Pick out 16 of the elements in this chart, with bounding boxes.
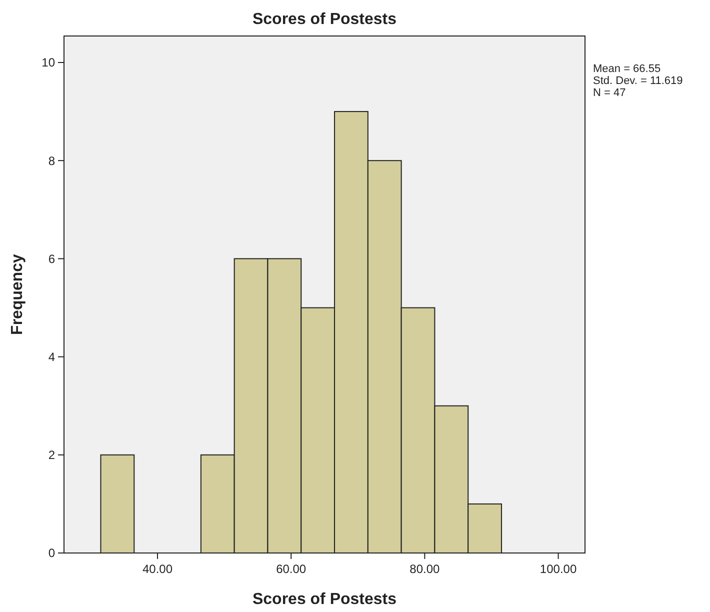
text: Std. Dev. = 11.619 [593, 75, 683, 87]
y-tick-label: 0 [48, 546, 56, 560]
y-tick-label: 10 [42, 56, 56, 70]
text: N = 47 [593, 87, 626, 99]
y-axis-title: Frequency [9, 254, 26, 335]
y-tick-label: 8 [48, 154, 56, 168]
x-tick-label: 40.00 [142, 562, 173, 576]
y-tick-label: 4 [48, 350, 56, 364]
chart-title: Scores of Postests [252, 11, 397, 28]
x-tick-label: 80.00 [410, 562, 440, 576]
text: Mean = 66.55 [593, 63, 661, 75]
x-tick-label: 100.00 [540, 562, 577, 576]
x-tick-label: 60.00 [276, 562, 306, 576]
x-axis-title: Scores of Postests [252, 591, 397, 608]
y-tick-label: 6 [48, 252, 56, 266]
y-tick-label: 2 [48, 448, 56, 462]
